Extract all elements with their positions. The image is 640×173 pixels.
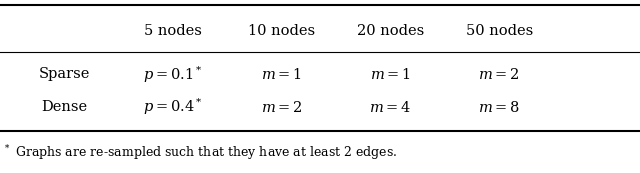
Text: $p = 0.4^*$: $p = 0.4^*$ (143, 97, 202, 117)
Text: 50 nodes: 50 nodes (465, 24, 533, 38)
Text: Sparse: Sparse (38, 67, 90, 81)
Text: 5 nodes: 5 nodes (144, 24, 202, 38)
Text: $m = 2$: $m = 2$ (479, 67, 520, 82)
Text: $m = 1$: $m = 1$ (261, 67, 302, 82)
Text: $p = 0.1^*$: $p = 0.1^*$ (143, 64, 202, 85)
Text: $m = 1$: $m = 1$ (370, 67, 411, 82)
Text: $m = 4$: $m = 4$ (369, 100, 412, 115)
Text: 10 nodes: 10 nodes (248, 24, 315, 38)
Text: $m = 8$: $m = 8$ (478, 100, 520, 115)
Text: Dense: Dense (41, 100, 87, 114)
Text: $m = 2$: $m = 2$ (261, 100, 302, 115)
Text: $^*$ Graphs are re-sampled such that they have at least 2 edges.: $^*$ Graphs are re-sampled such that the… (3, 143, 397, 162)
Text: 20 nodes: 20 nodes (356, 24, 424, 38)
